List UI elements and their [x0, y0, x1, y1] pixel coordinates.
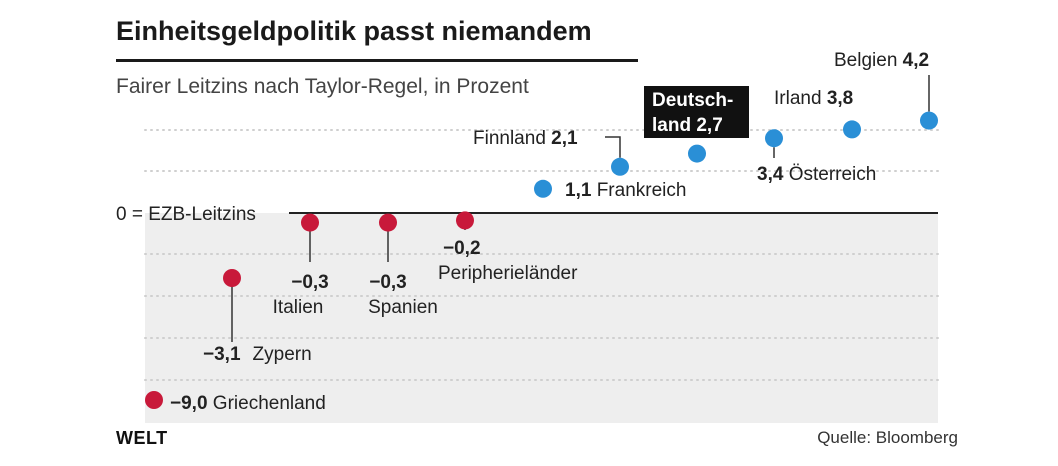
name-spanien: Spanien	[368, 297, 438, 318]
baseline-label: 0 = EZB-Leitzins	[116, 204, 256, 225]
point-deutschland	[688, 144, 706, 163]
point-irland	[843, 120, 861, 139]
point-peripherieländer	[456, 211, 474, 230]
point-frankreich	[534, 179, 552, 198]
label-deutschland: land 2,7	[652, 115, 723, 136]
value-italien: −0,3	[291, 272, 329, 293]
point-italien	[301, 213, 319, 232]
chart-title: Einheitsgeldpolitik passt niemandem	[116, 16, 592, 46]
label-oesterreich: 3,4 Österreich	[757, 164, 876, 185]
negative-area	[145, 213, 938, 423]
point-spanien	[379, 213, 397, 232]
point-österreich	[765, 129, 783, 148]
point-finnland	[611, 157, 629, 176]
name-deutschland-line1: Deutsch-	[652, 90, 733, 111]
source-note: Quelle: Bloomberg	[817, 428, 958, 447]
label-griechenland: −9,0 Griechenland	[170, 393, 326, 414]
welt-logo: WELT	[116, 428, 168, 448]
value-spanien: −0,3	[369, 272, 407, 293]
value-peripherieländer: −0,2	[443, 238, 481, 259]
label-irland: Irland 3,8	[774, 88, 853, 109]
label-finnland: Finnland 2,1	[473, 128, 578, 149]
highlight-box	[644, 86, 749, 138]
label-zypern: −3,1 Zypern	[203, 344, 312, 365]
label-belgien: Belgien 4,2	[834, 50, 929, 71]
point-griechenland	[145, 391, 163, 409]
label-frankreich: 1,1 Frankreich	[565, 180, 686, 201]
name-peripherieländer: Peripherieländer	[438, 263, 578, 284]
point-belgien	[920, 111, 938, 130]
chart-subtitle: Fairer Leitzins nach Taylor-Regel, in Pr…	[116, 75, 529, 98]
point-zypern	[223, 269, 241, 287]
leader-line	[605, 136, 621, 158]
name-italien: Italien	[273, 297, 324, 318]
title-underline	[116, 59, 638, 62]
